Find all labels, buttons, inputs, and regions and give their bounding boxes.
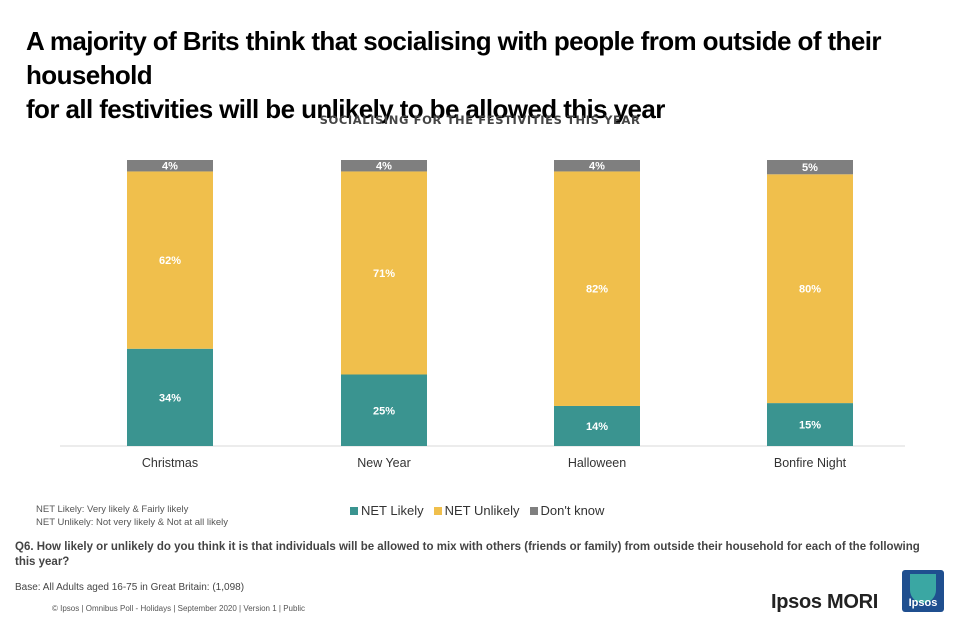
base-note: Base: All Adults aged 16-75 in Great Bri… [15, 582, 245, 593]
legend-label-net-likely: NET Likely [361, 503, 424, 518]
bar-halloween-net-unlikely [554, 171, 640, 406]
data-label-christmas-don-t-know: 4% [162, 161, 178, 173]
data-label-halloween-net-likely: 14% [586, 421, 608, 433]
legend-item-net-likely: NET Likely [350, 503, 424, 518]
definitions-notes: NET Likely: Very likely & Fairly likely … [36, 503, 228, 529]
bar-new-year-don-t-know [341, 160, 427, 172]
category-label-bonfire-night: Bonfire Night [774, 456, 847, 470]
legend-item-net-unlikely: NET Unlikely [433, 503, 520, 518]
legend-swatch-dont-know [529, 506, 538, 515]
page-title: A majority of Brits think that socialisi… [26, 24, 946, 126]
chart-legend: NET Likely NET Unlikely Don't know [350, 503, 604, 518]
chart-title: SOCIALISING FOR THE FESTIVITIES THIS YEA… [319, 113, 641, 127]
data-label-halloween-net-unlikely: 82% [586, 284, 608, 296]
data-label-halloween-don-t-know: 4% [589, 161, 605, 173]
bar-bonfire-night-don-t-know [767, 160, 853, 175]
legend-item-dont-know: Don't know [529, 503, 605, 518]
note-net-unlikely: NET Unlikely: Not very likely & Not at a… [36, 517, 228, 528]
title-line-2: for all festivities will be unlikely to … [26, 94, 665, 124]
category-label-halloween: Halloween [568, 456, 626, 470]
footer-copyright: © Ipsos | Omnibus Poll - Holidays | Sept… [52, 604, 305, 613]
bar-christmas-net-unlikely [127, 171, 213, 349]
brand-name: Ipsos MORI [771, 591, 879, 613]
bar-new-year-net-unlikely [341, 171, 427, 375]
category-label-new-year: New Year [357, 456, 411, 470]
data-label-new-year-net-unlikely: 71% [373, 268, 395, 280]
legend-swatch-net-unlikely [433, 506, 442, 515]
data-label-bonfire-night-net-likely: 15% [799, 420, 821, 432]
data-label-bonfire-night-net-unlikely: 80% [799, 284, 821, 296]
data-label-new-year-net-likely: 25% [373, 405, 395, 417]
data-label-new-year-don-t-know: 4% [376, 161, 392, 173]
category-label-christmas: Christmas [142, 456, 198, 470]
data-label-bonfire-night-don-t-know: 5% [802, 162, 818, 174]
survey-question: Q6. How likely or unlikely do you think … [15, 541, 920, 568]
bar-bonfire-night-net-unlikely [767, 174, 853, 404]
legend-label-net-unlikely: NET Unlikely [444, 503, 520, 518]
bar-bonfire-night-net-likely [767, 403, 853, 446]
bar-christmas-don-t-know [127, 160, 213, 172]
bar-halloween-don-t-know [554, 160, 640, 172]
ipsos-logo: Ipsos [902, 570, 944, 612]
legend-label-dont-know: Don't know [540, 503, 605, 518]
logo-accent-shape [910, 574, 936, 603]
data-label-christmas-net-unlikely: 62% [159, 255, 181, 267]
bar-christmas-net-likely [127, 348, 213, 446]
note-net-likely: NET Likely: Very likely & Fairly likely [36, 504, 189, 515]
bar-halloween-net-likely [554, 405, 640, 446]
logo-text: Ipsos [909, 597, 938, 609]
data-label-christmas-net-likely: 34% [159, 392, 181, 404]
bar-new-year-net-likely [341, 374, 427, 446]
legend-swatch-net-likely [350, 506, 358, 515]
title-line-1: A majority of Brits think that socialisi… [26, 26, 881, 90]
